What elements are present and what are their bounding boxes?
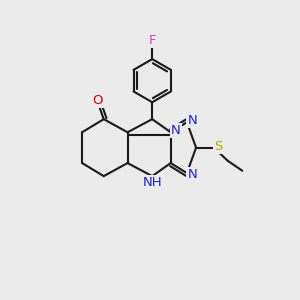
Text: NH: NH [143, 176, 163, 189]
Text: N: N [171, 124, 181, 137]
Text: N: N [188, 114, 197, 127]
Text: O: O [92, 94, 103, 107]
Text: N: N [188, 168, 197, 181]
Text: F: F [149, 34, 157, 47]
Text: S: S [214, 140, 223, 153]
